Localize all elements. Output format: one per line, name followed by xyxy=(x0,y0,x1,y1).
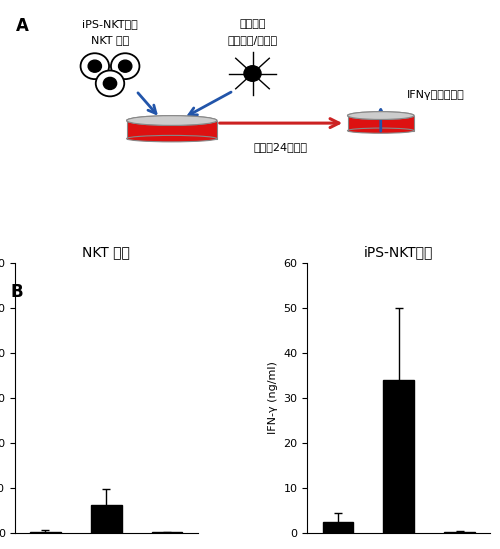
Bar xyxy=(444,531,475,533)
Bar xyxy=(384,380,414,533)
Circle shape xyxy=(80,53,109,79)
Y-axis label: IFN-γ (ng/ml): IFN-γ (ng/ml) xyxy=(268,361,278,434)
Text: B: B xyxy=(10,283,22,301)
Text: 培養（24時間）: 培養（24時間） xyxy=(254,143,308,153)
Circle shape xyxy=(88,60,102,72)
Circle shape xyxy=(104,77,117,89)
Text: A: A xyxy=(16,18,29,36)
Title: iPS-NKT細胞: iPS-NKT細胞 xyxy=(364,245,434,259)
Text: NKT 細胞: NKT 細胞 xyxy=(91,35,129,44)
Text: IFNγ産生量測定: IFNγ産生量測定 xyxy=(406,90,464,100)
Ellipse shape xyxy=(126,116,217,125)
Ellipse shape xyxy=(126,136,217,142)
Circle shape xyxy=(96,70,124,97)
Circle shape xyxy=(118,60,132,72)
FancyBboxPatch shape xyxy=(348,115,414,131)
Bar xyxy=(30,531,60,533)
Text: iPS-NKT細胞: iPS-NKT細胞 xyxy=(82,19,138,29)
Ellipse shape xyxy=(348,128,414,133)
Bar xyxy=(322,522,353,533)
Bar xyxy=(91,505,122,533)
Ellipse shape xyxy=(126,116,217,125)
Text: 樹状細胞: 樹状細胞 xyxy=(240,19,266,29)
FancyBboxPatch shape xyxy=(126,121,217,139)
Ellipse shape xyxy=(348,111,414,120)
Circle shape xyxy=(111,53,140,79)
Text: 樹状細胞/糖脂質: 樹状細胞/糖脂質 xyxy=(228,35,278,44)
Ellipse shape xyxy=(348,111,414,120)
Circle shape xyxy=(244,66,261,81)
Title: NKT 細胞: NKT 細胞 xyxy=(82,245,130,259)
